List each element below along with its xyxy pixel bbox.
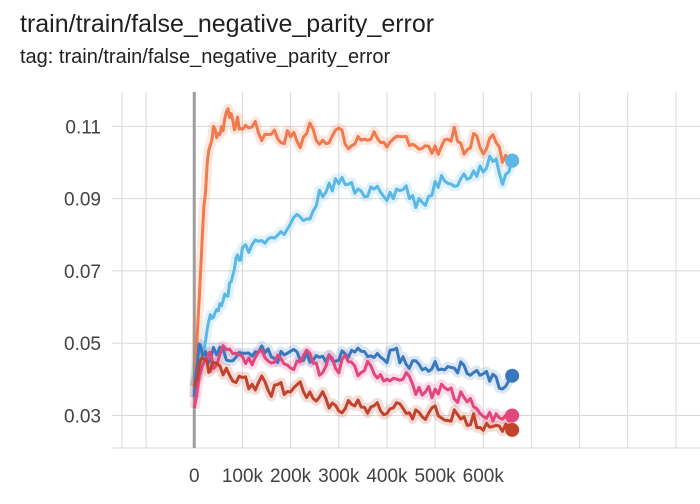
grid-lines bbox=[112, 92, 700, 449]
x-tick-label: 600k bbox=[463, 466, 505, 487]
series-endpoint-dot[interactable] bbox=[505, 368, 520, 383]
series-line[interactable] bbox=[192, 107, 514, 398]
series-line[interactable] bbox=[192, 356, 514, 433]
y-tick-label: 0.09 bbox=[64, 190, 101, 211]
series-lines bbox=[192, 107, 514, 433]
series-endpoint-dot[interactable] bbox=[505, 408, 520, 423]
series-line[interactable] bbox=[192, 154, 514, 387]
series-endpoint-dot[interactable] bbox=[505, 422, 520, 437]
x-tick-label: 100k bbox=[222, 466, 264, 487]
series-endpoints bbox=[505, 153, 520, 437]
y-tick-label: 0.05 bbox=[64, 334, 101, 355]
y-tick-label: 0.03 bbox=[64, 406, 101, 427]
series-endpoint-dot[interactable] bbox=[505, 153, 520, 168]
tick-labels: 0 100k 200k 300k 400k 500k 600k 0.03 0.05 0.07 0.0… bbox=[64, 117, 504, 487]
x-tick-label: 0 bbox=[189, 466, 200, 487]
series-line[interactable] bbox=[192, 344, 514, 423]
x-tick-label: 500k bbox=[414, 466, 456, 487]
chart-tag: tag: train/train/false_negative_parity_e… bbox=[20, 46, 391, 68]
x-tick-label: 300k bbox=[318, 466, 360, 487]
y-tick-label: 0.07 bbox=[64, 262, 101, 283]
series-line[interactable] bbox=[192, 342, 514, 398]
y-tick-label: 0.11 bbox=[65, 117, 101, 138]
chart-title: train/train/false_negative_parity_error bbox=[20, 10, 435, 38]
x-tick-label: 400k bbox=[366, 466, 408, 487]
x-tick-label: 200k bbox=[270, 466, 312, 487]
